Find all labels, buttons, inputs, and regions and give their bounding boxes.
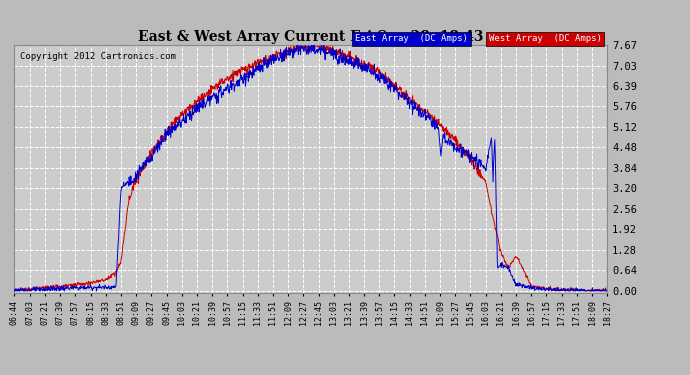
Text: West Array  (DC Amps): West Array (DC Amps)	[489, 34, 602, 44]
Text: East Array  (DC Amps): East Array (DC Amps)	[355, 34, 468, 44]
Text: Copyright 2012 Cartronics.com: Copyright 2012 Cartronics.com	[20, 53, 176, 62]
Title: East & West Array Current Fri Sep 28  18:43: East & West Array Current Fri Sep 28 18:…	[138, 30, 483, 44]
